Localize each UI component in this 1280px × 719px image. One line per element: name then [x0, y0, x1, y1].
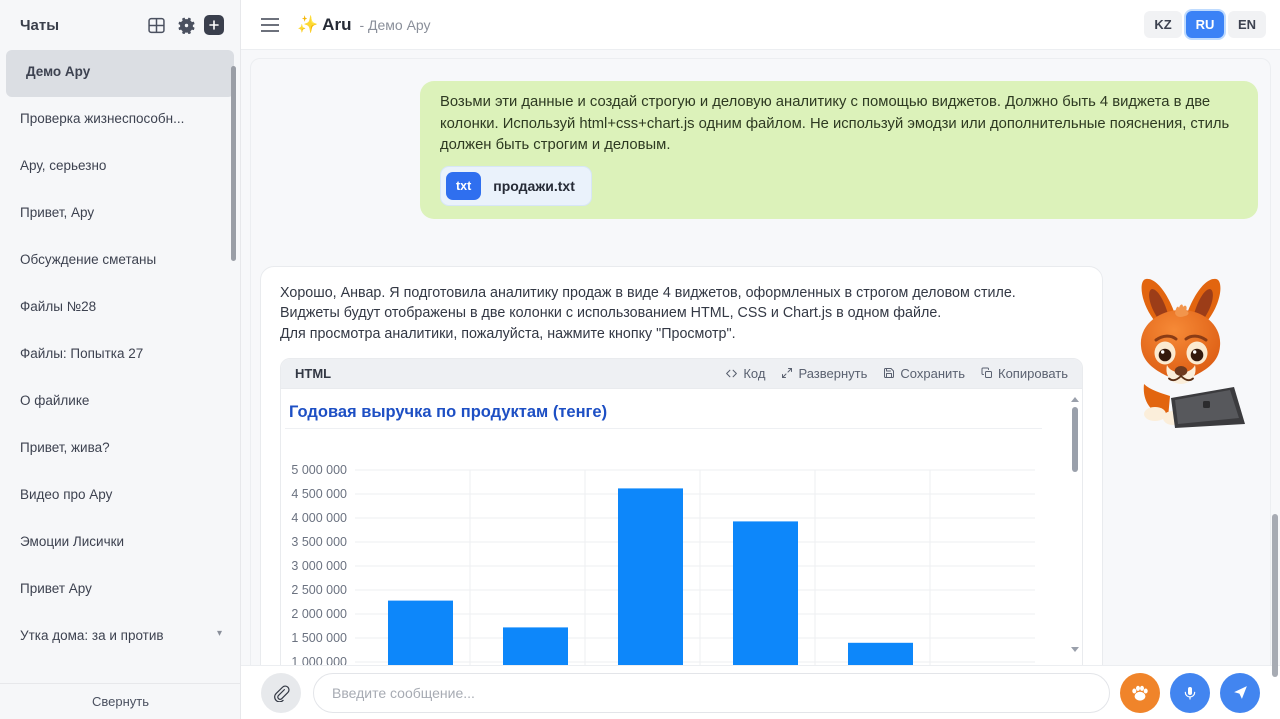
svg-text:2 000 000: 2 000 000: [291, 607, 347, 621]
svg-text:3 500 000: 3 500 000: [291, 535, 347, 549]
svg-text:4 500 000: 4 500 000: [291, 487, 347, 501]
svg-text:5 000 000: 5 000 000: [291, 463, 347, 477]
svg-text:1 500 000: 1 500 000: [291, 631, 347, 645]
svg-text:2 500 000: 2 500 000: [291, 583, 347, 597]
svg-text:4 000 000: 4 000 000: [291, 511, 347, 525]
svg-text:3 000 000: 3 000 000: [291, 559, 347, 573]
